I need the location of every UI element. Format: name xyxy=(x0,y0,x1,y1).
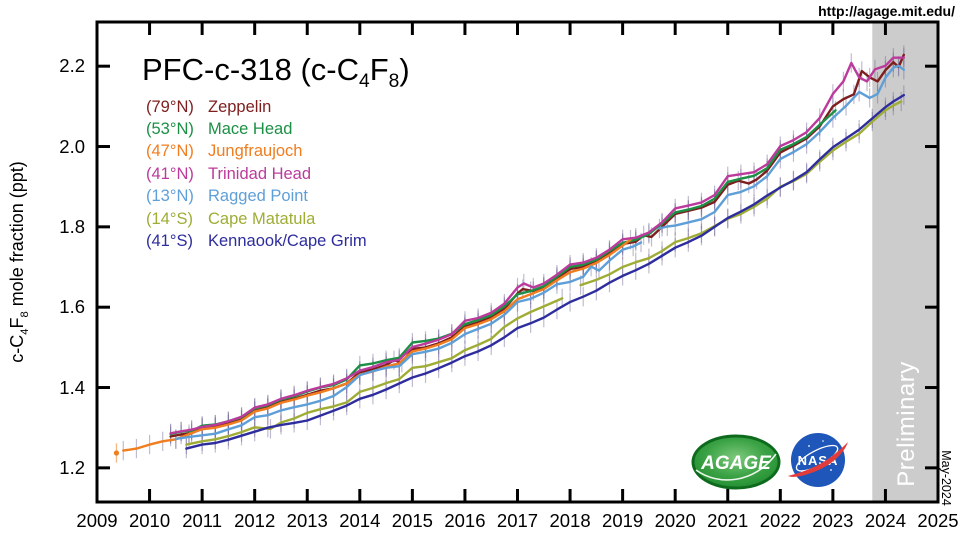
x-tick-label: 2013 xyxy=(286,510,328,531)
series-line-kennaook-cape-grim xyxy=(185,93,905,450)
y-tick-label: 1.4 xyxy=(59,376,85,398)
agage-logo: AGAGE xyxy=(691,434,781,490)
legend-row: (41°N) Trinidad Head xyxy=(146,163,367,185)
legend-station-name: Ragged Point xyxy=(208,187,308,206)
legend-station-name: Zeppelin xyxy=(208,97,272,116)
x-tick-label: 2023 xyxy=(812,510,854,531)
preliminary-watermark: Preliminary xyxy=(893,361,920,487)
agage-logo-orbit xyxy=(695,453,777,481)
agage-logo-text: AGAGE xyxy=(700,453,772,474)
legend-latitude: (41°S) xyxy=(146,232,193,251)
x-tick-label: 2009 xyxy=(76,510,118,531)
x-tick-label: 2011 xyxy=(182,510,223,531)
legend-station-name: Trinidad Head xyxy=(208,164,312,183)
legend-station-name: Mace Head xyxy=(208,120,293,139)
series-line-ragged-point xyxy=(174,241,643,441)
legend-station-name: Cape Matatula xyxy=(208,209,316,228)
legend-latitude: (13°N) xyxy=(146,187,194,206)
legend-station-name: Jungfraujoch xyxy=(208,142,303,161)
nasa-logo-star xyxy=(822,440,824,442)
preliminary-band-rect xyxy=(872,22,938,502)
chart-title: PFC-c-318 (c-C4F8) xyxy=(142,52,410,93)
x-tick-label: 2016 xyxy=(444,510,486,531)
date-stamp: May-2024 xyxy=(939,450,953,506)
agage-url-link[interactable]: http://agage.mit.edu/ xyxy=(818,3,955,19)
x-tick-label: 2019 xyxy=(602,510,644,531)
series-line-trinidad-head xyxy=(169,56,905,435)
x-tick-label: 2021 xyxy=(707,510,749,531)
x-tick-label: 2025 xyxy=(917,510,959,531)
preliminary-band xyxy=(872,22,938,502)
nasa-logo-star xyxy=(830,469,832,471)
x-tick-label: 2015 xyxy=(391,510,433,531)
x-tick-label: 2010 xyxy=(128,510,171,531)
nasa-logo-star xyxy=(808,445,810,447)
agage-logo-ellipse xyxy=(691,434,781,490)
legend-row: (41°S) Kennaook/Cape Grim xyxy=(146,230,367,252)
y-tick-label: 1.2 xyxy=(59,456,85,478)
legend: (79°N) Zeppelin (53°N) Mace Head (47°N) Jungf… xyxy=(146,96,367,253)
nasa-logo: NASA xyxy=(788,433,848,487)
legend-station-name: Kennaook/Cape Grim xyxy=(208,232,367,251)
legend-latitude: (41°N) xyxy=(146,164,194,183)
x-tick-label: 2018 xyxy=(549,510,591,531)
x-tick-label: 2017 xyxy=(496,510,539,531)
series-line-jungfraujoch xyxy=(122,238,632,452)
legend-row: (14°S) Cape Matatula xyxy=(146,208,367,230)
legend-row: (53°N) Mace Head xyxy=(146,118,367,140)
x-tick-label: 2014 xyxy=(339,510,381,531)
legend-row: (13°N) Ragged Point xyxy=(146,186,367,208)
legend-latitude: (47°N) xyxy=(146,142,194,161)
legend-latitude: (14°S) xyxy=(146,209,193,228)
legend-row: (79°N) Zeppelin xyxy=(146,96,367,118)
nasa-logo-swoosh xyxy=(788,442,848,477)
plot-border-and-ticks xyxy=(95,20,940,504)
legend-latitude: (79°N) xyxy=(146,97,194,116)
y-tick-label: 1.6 xyxy=(59,296,85,318)
y-axis-label: c-C4F8 mole fraction (ppt) xyxy=(7,161,31,363)
x-tick-label: 2024 xyxy=(864,510,907,531)
series-line-cape-matatula xyxy=(579,100,903,287)
legend-latitude: (53°N) xyxy=(146,120,194,139)
y-tick-label: 1.8 xyxy=(59,215,85,237)
x-tick-label: 2020 xyxy=(654,510,696,531)
data-series-lines xyxy=(113,53,905,456)
x-tick-label: 2012 xyxy=(234,510,276,531)
series-line-ragged-point xyxy=(658,64,905,230)
y-tick-label: 2.0 xyxy=(59,135,85,157)
x-tick-label: 2022 xyxy=(759,510,801,531)
series-line-cape-matatula xyxy=(185,297,564,446)
legend-row: (47°N) Jungfraujoch xyxy=(146,141,367,163)
isolated-data-point xyxy=(113,450,120,456)
y-tick-label: 2.2 xyxy=(59,55,85,77)
